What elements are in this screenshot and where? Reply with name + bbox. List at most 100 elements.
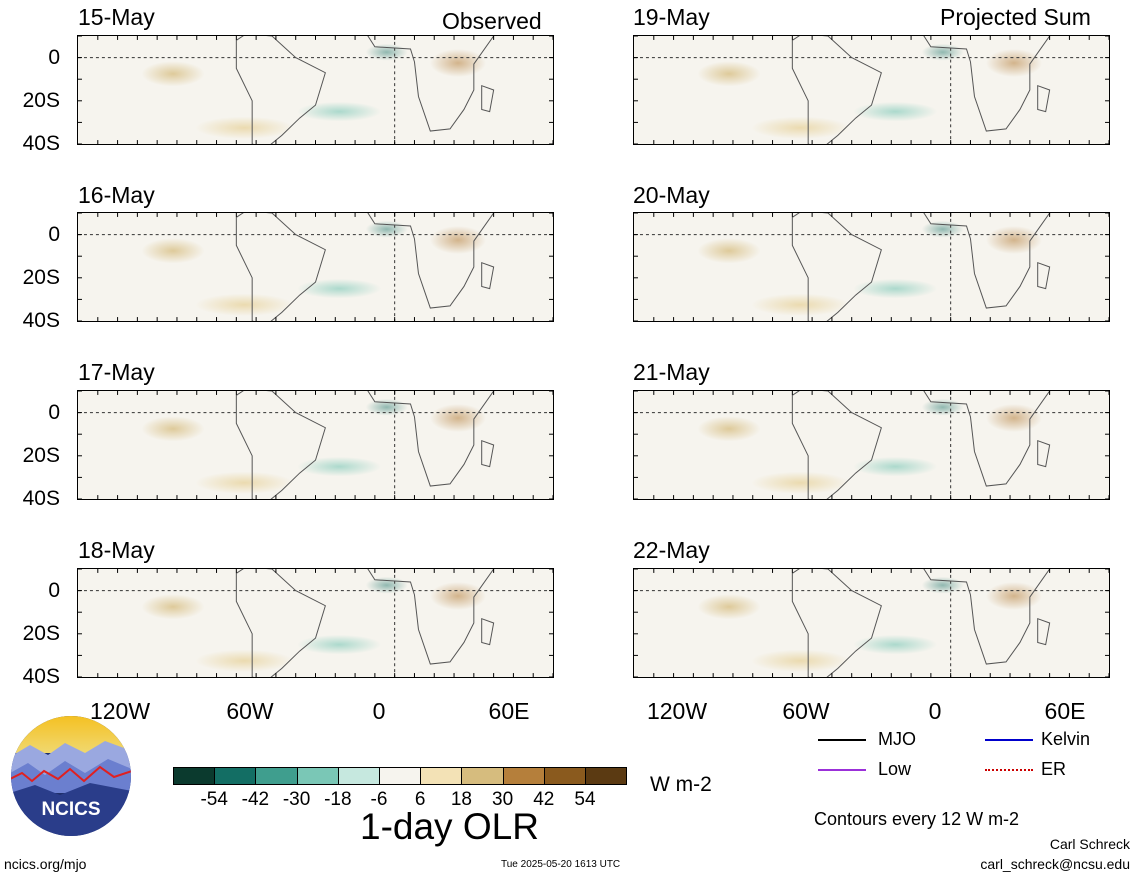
lon-tick-label: 120W [89, 698, 151, 724]
legend-er-label: ER [1041, 759, 1067, 779]
map-overlay [634, 213, 1109, 321]
panel-date-label: 22-May [633, 537, 710, 563]
colorbar-units: W m-2 [650, 773, 712, 796]
projected-column-title: Projected Sum [940, 4, 1091, 30]
lon-tick-label: 0 [928, 698, 942, 724]
south-america-outline [791, 569, 882, 677]
africa-outline [923, 213, 1051, 309]
panel-date-label: 17-May [78, 359, 155, 385]
madagascar-outline [481, 439, 495, 468]
lat-tick-label: 0 [48, 579, 60, 602]
contours-note: Contours every 12 W m-2 [814, 809, 1020, 829]
africa-outline [923, 36, 1051, 132]
lat-tick-label: 40S [22, 665, 60, 688]
lon-tick-label: 120W [646, 698, 708, 724]
lat-tick-label: 20S [22, 266, 60, 289]
map-overlay [634, 569, 1109, 677]
africa-outline [367, 213, 495, 309]
legend-kelvin-line [985, 739, 1033, 741]
lon-tick-label: 60E [1044, 698, 1086, 724]
panel-date-label: 19-May [633, 4, 710, 30]
africa-outline [923, 391, 1051, 487]
panel-date-label: 18-May [78, 537, 155, 563]
lat-tick-label: 40S [22, 309, 60, 332]
footer-site-link[interactable]: ncics.org/mjo [4, 856, 87, 872]
olr-map-panel [77, 212, 554, 322]
legend-er-line [985, 769, 1033, 771]
colorbar-tick-label: 54 [574, 789, 596, 810]
colorbar-tick-label: -54 [200, 789, 228, 810]
panel-date-label: 16-May [78, 182, 155, 208]
footer-author: Carl Schreck [1049, 836, 1130, 852]
olr-map-panel [77, 35, 554, 145]
lat-tick-label: 40S [22, 132, 60, 155]
map-overlay [78, 391, 553, 499]
map-overlay [634, 36, 1109, 144]
lat-tick-label: 0 [48, 223, 60, 246]
madagascar-outline [1037, 261, 1051, 290]
colorbar-swatch [173, 767, 216, 785]
africa-outline [367, 36, 495, 132]
colorbar-tick-label: 6 [414, 789, 426, 810]
madagascar-outline [481, 84, 495, 113]
lon-tick-label: 60W [782, 698, 830, 724]
colorbar-swatch [214, 767, 257, 785]
madagascar-outline [1037, 617, 1051, 646]
africa-outline [367, 391, 495, 487]
map-overlay [78, 213, 553, 321]
madagascar-outline [1037, 84, 1051, 113]
lon-tick-label: 60W [226, 698, 274, 724]
south-america-outline [235, 569, 326, 677]
legend-low-label: Low [878, 759, 912, 779]
south-america-outline [791, 391, 882, 499]
olr-map-panel [633, 390, 1110, 500]
colorbar-tick-label: -6 [370, 789, 388, 810]
south-america-outline [235, 213, 326, 321]
logo-text: NCICS [41, 799, 100, 820]
lat-tick-label: 0 [48, 46, 60, 69]
africa-outline [367, 569, 495, 665]
legend-low-line [818, 769, 866, 771]
olr-map-panel [633, 212, 1110, 322]
colorbar-tick-label: -18 [324, 789, 352, 810]
madagascar-outline [1037, 439, 1051, 468]
lat-tick-label: 20S [22, 622, 60, 645]
observed-column-title: Observed [442, 8, 542, 34]
footer-email[interactable]: carl_schreck@ncsu.edu [980, 856, 1130, 872]
olr-map-panel [77, 390, 554, 500]
colorbar-swatch [255, 767, 298, 785]
colorbar-tick-label: 42 [533, 789, 555, 810]
olr-map-panel [633, 568, 1110, 678]
colorbar-swatch [502, 767, 545, 785]
colorbar-tick-label: -30 [282, 789, 311, 810]
olr-map-panel [633, 35, 1110, 145]
south-america-outline [235, 391, 326, 499]
colorbar-swatch [420, 767, 463, 785]
madagascar-outline [481, 261, 495, 290]
panel-date-label: 21-May [633, 359, 710, 385]
footer-timestamp: Tue 2025-05-20 1613 UTC [501, 859, 621, 870]
colorbar-swatch [337, 767, 380, 785]
colorbar-tick-label: 18 [450, 789, 472, 810]
map-overlay [78, 569, 553, 677]
legend-kelvin-label: Kelvin [1041, 729, 1091, 749]
colorbar-tick-label: -42 [241, 789, 270, 810]
lat-tick-label: 20S [22, 444, 60, 467]
lon-tick-label: 60E [488, 698, 530, 724]
legend-mjo-line [818, 739, 866, 741]
lat-tick-label: 0 [48, 401, 60, 424]
panel-date-label: 15-May [78, 4, 155, 30]
olr-map-panel [77, 568, 554, 678]
colorbar-swatch [461, 767, 504, 785]
lon-tick-label: 0 [372, 698, 386, 724]
south-america-outline [791, 36, 882, 144]
south-america-outline [791, 213, 882, 321]
africa-outline [923, 569, 1051, 665]
south-america-outline [235, 36, 326, 144]
colorbar-swatch [543, 767, 586, 785]
colorbar-swatch [379, 767, 422, 785]
madagascar-outline [481, 617, 495, 646]
map-overlay [634, 391, 1109, 499]
lat-tick-label: 20S [22, 89, 60, 112]
panel-date-label: 20-May [633, 182, 710, 208]
